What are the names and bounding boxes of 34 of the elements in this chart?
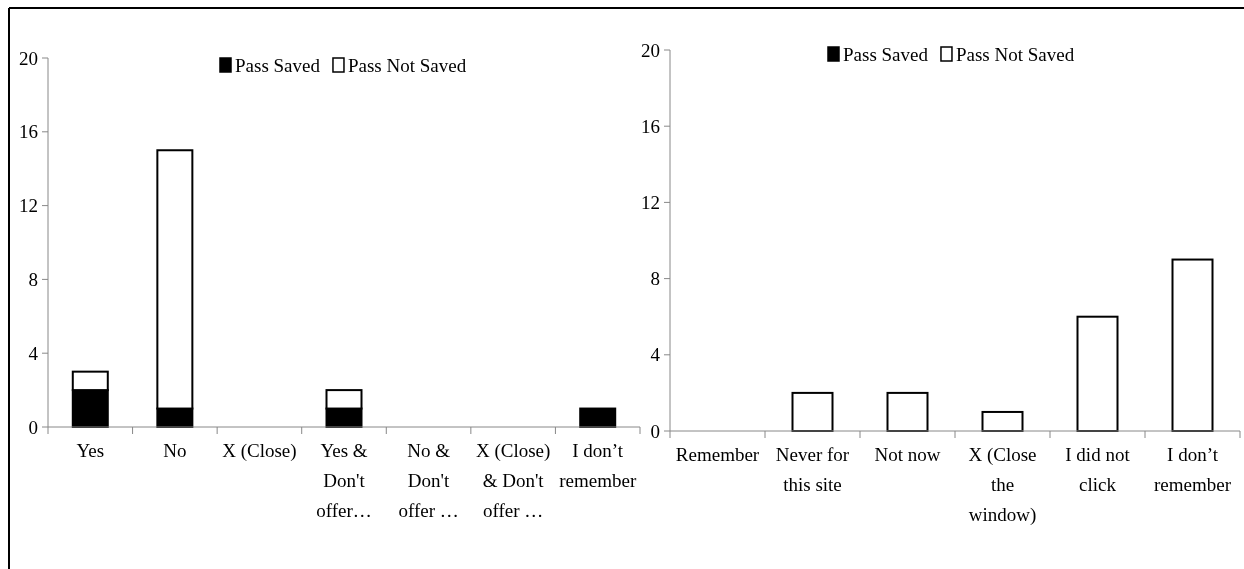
y-tick-label: 8 bbox=[650, 268, 660, 290]
x-tick-label: Remember bbox=[675, 444, 760, 465]
x-tick-label: Yes & Don't offer… bbox=[316, 440, 372, 521]
bar bbox=[1076, 315, 1119, 432]
x-tick-label: X (Close) bbox=[222, 440, 297, 462]
y-tick-label: 20 bbox=[641, 39, 660, 61]
bar bbox=[1171, 258, 1214, 432]
x-tick-label: I don’t remember bbox=[1153, 444, 1232, 495]
legend-label: Pass Not Saved bbox=[347, 54, 467, 76]
x-tick-label: Not now bbox=[874, 444, 941, 465]
y-tick-label: 12 bbox=[641, 192, 660, 214]
y-tick-label: 16 bbox=[19, 121, 38, 143]
x-tick-label: Yes bbox=[76, 440, 105, 461]
x-tick-label: I did not click bbox=[1065, 444, 1131, 495]
y-tick-label: 4 bbox=[28, 342, 39, 364]
legend-label: Pass Saved bbox=[843, 43, 929, 65]
legend-label: Pass Not Saved bbox=[955, 43, 1075, 65]
x-tick-label: Never for this site bbox=[775, 444, 850, 495]
y-tick-label: 20 bbox=[19, 47, 38, 69]
y-tick-label: 4 bbox=[650, 344, 661, 366]
bar bbox=[981, 410, 1024, 432]
x-tick-label: No bbox=[163, 440, 187, 461]
x-tick-label: No & Don't offer … bbox=[398, 440, 459, 521]
y-tick-label: 0 bbox=[28, 416, 38, 438]
bar bbox=[791, 391, 834, 432]
bar bbox=[886, 391, 929, 432]
x-tick-label: X (Close) & Don't offer … bbox=[475, 440, 551, 521]
y-tick-label: 8 bbox=[28, 269, 38, 291]
y-tick-label: 0 bbox=[650, 420, 660, 442]
y-tick-label: 12 bbox=[19, 195, 38, 217]
x-tick-label: I don’t remember bbox=[559, 440, 637, 491]
y-tick-label: 16 bbox=[641, 115, 660, 137]
x-tick-label: X (Close the window) bbox=[968, 444, 1037, 526]
legend-label: Pass Saved bbox=[235, 54, 321, 76]
